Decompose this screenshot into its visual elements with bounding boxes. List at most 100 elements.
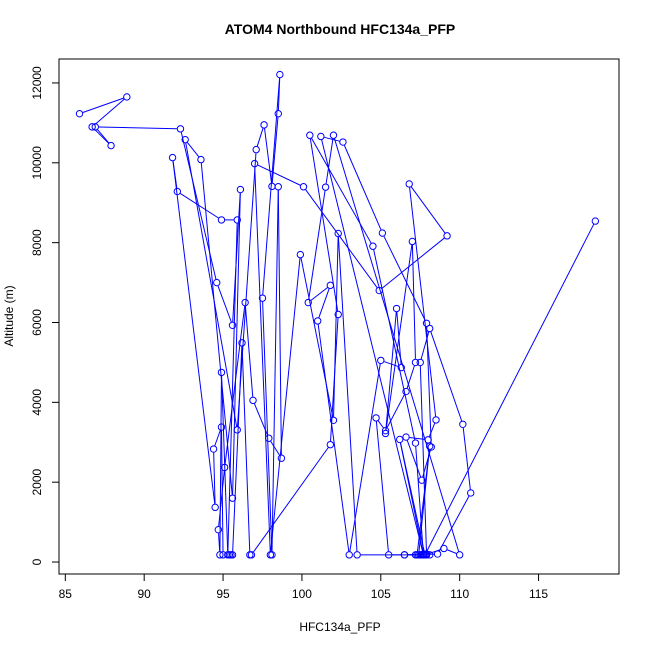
trace-segment (264, 128, 273, 183)
trace-segment (257, 164, 301, 186)
data-point (217, 216, 226, 224)
data-point (228, 494, 237, 502)
data-point (252, 145, 260, 154)
data-point (75, 109, 84, 118)
data-point (402, 387, 410, 396)
data-point (220, 463, 229, 472)
x-axis: 85 90 95 100 105 110 115 (59, 573, 548, 601)
data-point (168, 153, 177, 162)
y-tick-label: 2000 (30, 469, 44, 496)
trace-segment (317, 324, 350, 552)
trace-segment (277, 190, 282, 455)
data-point (258, 294, 267, 302)
x-tick-label: 100 (292, 587, 312, 601)
trace-segment (377, 420, 384, 429)
trace-segment (232, 346, 243, 552)
trace-segment (426, 223, 595, 552)
data-point (334, 310, 342, 319)
data-point (375, 286, 383, 295)
data-point (408, 237, 417, 246)
data-point (402, 433, 410, 441)
trace-segment (386, 394, 405, 428)
data-point (299, 183, 308, 191)
y-tick-label: 10000 (30, 146, 44, 180)
trace-segment (218, 470, 225, 527)
data-point (381, 429, 390, 438)
trace-segment (343, 145, 382, 231)
trace-segment (262, 301, 273, 552)
trace-segment (383, 235, 426, 321)
trace-segment (428, 549, 441, 555)
trace-segment (94, 128, 109, 144)
data-point (217, 423, 226, 431)
trace-segment (334, 138, 460, 552)
data-point (432, 416, 440, 424)
trace-segment (98, 126, 177, 130)
trace-segment (337, 236, 358, 552)
data-point (381, 426, 390, 435)
chart-title: ATOM4 Northbound HFC134a_PFP (225, 21, 456, 37)
trace-segment (406, 440, 422, 478)
data-point (329, 416, 338, 424)
trace-segment (462, 427, 471, 490)
trace-segment (97, 129, 110, 144)
trace-segment (214, 430, 221, 446)
trace-segment (256, 128, 264, 147)
trace-segment (221, 375, 229, 552)
data-point (396, 435, 404, 444)
data-point (397, 363, 406, 372)
y-tick-label: 8000 (30, 229, 44, 256)
y-tick-label: 6000 (30, 309, 44, 336)
trace-segment (270, 440, 280, 456)
trace-segment (271, 190, 279, 552)
trace-segment (300, 257, 334, 417)
data-point (268, 182, 276, 191)
data-point (339, 138, 347, 146)
data-point (353, 551, 361, 559)
trace-segment (333, 236, 339, 417)
trace-segment (349, 363, 381, 552)
trace-segment (311, 138, 372, 244)
trace-segment (409, 187, 437, 417)
data-point (274, 109, 282, 118)
trace-segment (410, 186, 446, 234)
y-tick-label: 12000 (30, 66, 44, 100)
data-point (378, 229, 387, 237)
data-point (197, 155, 205, 164)
data-point (88, 123, 96, 131)
trace-segment (428, 422, 436, 437)
trace-segment (179, 193, 219, 219)
trace-segment (420, 331, 430, 360)
plot-area (75, 70, 600, 559)
trace-segment (438, 495, 470, 552)
trace-segment (373, 249, 416, 440)
trace-segment (200, 163, 233, 495)
data-point (411, 358, 420, 367)
data-point (250, 159, 259, 168)
data-point (213, 278, 221, 287)
data-point (228, 551, 237, 559)
trace-segment (254, 167, 271, 552)
data-point (416, 358, 424, 367)
x-tick-label: 110 (450, 587, 469, 601)
data-point (107, 141, 115, 150)
y-axis-label: Altitude (m) (2, 285, 16, 346)
data-point (443, 232, 451, 240)
data-point (405, 180, 413, 188)
data-point (276, 70, 284, 79)
data-point (317, 132, 325, 141)
trace-segment (446, 549, 457, 554)
trace-segment (383, 361, 399, 367)
data-point (228, 321, 237, 329)
data-point (260, 121, 268, 129)
data-point (455, 551, 464, 559)
data-point (433, 550, 442, 558)
data-point (421, 551, 429, 559)
data-point (345, 551, 353, 559)
trace-segment (385, 244, 413, 431)
y-tick-label: 0 (30, 558, 44, 565)
trace-segment (321, 139, 424, 552)
data-point (400, 551, 409, 559)
data-point (216, 551, 224, 559)
